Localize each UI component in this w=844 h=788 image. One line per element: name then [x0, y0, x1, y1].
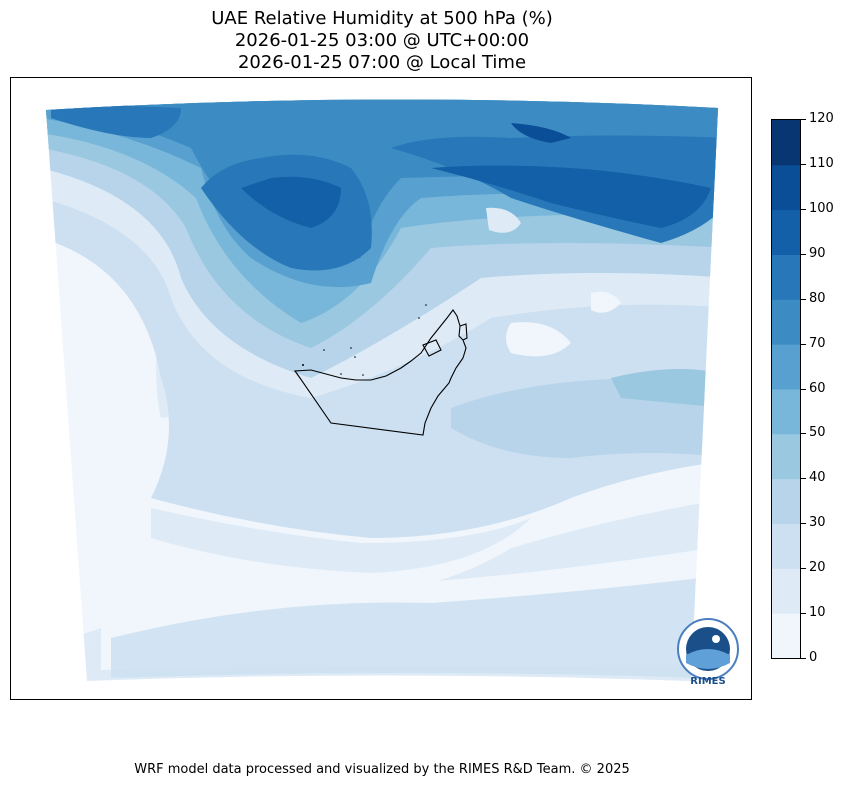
colorbar-swatch [772, 254, 800, 300]
colorbar-tick [801, 163, 806, 165]
colorbar-tick [801, 343, 806, 345]
uae-border [293, 309, 468, 436]
colorbar-tick-label: 110 [809, 155, 834, 171]
colorbar-swatch [772, 209, 800, 255]
colorbar-tick [801, 388, 806, 390]
colorbar-swatch [772, 613, 800, 659]
colorbar-swatch [772, 568, 800, 614]
colorbar-tick [801, 523, 806, 525]
colorbar-tick-label: 100 [809, 200, 834, 216]
uae-islands [302, 304, 427, 376]
colorbar-tick [801, 253, 806, 255]
colorbar-swatch [772, 164, 800, 211]
colorbar-swatch [772, 433, 800, 480]
humidity-field [46, 99, 718, 681]
map-title-line3: 2026-01-25 07:00 @ Local Time [237, 52, 527, 73]
colorbar-tick-label: 90 [809, 245, 826, 261]
colorbar-swatch [772, 478, 800, 524]
colorbar-swatch [772, 389, 800, 435]
rimes-logo-text: RIMES [690, 676, 726, 687]
colorbar-tick-label: 10 [809, 605, 826, 621]
colorbar-swatch [772, 523, 800, 569]
map-title-line2: 2026-01-25 03:00 @ UTC+00:00 [234, 30, 530, 51]
map-frame [10, 77, 752, 700]
colorbar-tick [801, 658, 806, 659]
colorbar-swatch [772, 120, 800, 166]
colorbar-swatch [772, 299, 800, 345]
map-title-line1: UAE Relative Humidity at 500 hPa (%) [211, 8, 553, 29]
colorbar-tick-label: 40 [809, 470, 826, 486]
colorbar-tick [801, 298, 806, 300]
rimes-logo [677, 618, 739, 680]
humidity-map [46, 99, 718, 681]
colorbar-tick-label: 60 [809, 380, 826, 396]
colorbar-tick [801, 568, 806, 570]
colorbar-tick [801, 433, 806, 435]
colorbar-tick-label: 50 [809, 425, 826, 441]
colorbar-tick-label: 30 [809, 515, 826, 531]
colorbar-swatches [772, 120, 800, 659]
colorbar-tick [801, 613, 806, 615]
colorbar-tick-label: 120 [809, 111, 834, 126]
colorbar-tick [801, 119, 806, 120]
colorbar-tick-label: 20 [809, 560, 826, 576]
colorbar-tick-label: 80 [809, 290, 826, 306]
colorbar-tick-label: 0 [809, 650, 818, 665]
colorbar-tick-label: 70 [809, 335, 826, 351]
colorbar [771, 119, 801, 659]
colorbar-swatch [772, 344, 800, 390]
footer-credit: WRF model data processed and visualized … [134, 762, 630, 777]
colorbar-tick [801, 208, 806, 210]
colorbar-tick [801, 478, 806, 480]
